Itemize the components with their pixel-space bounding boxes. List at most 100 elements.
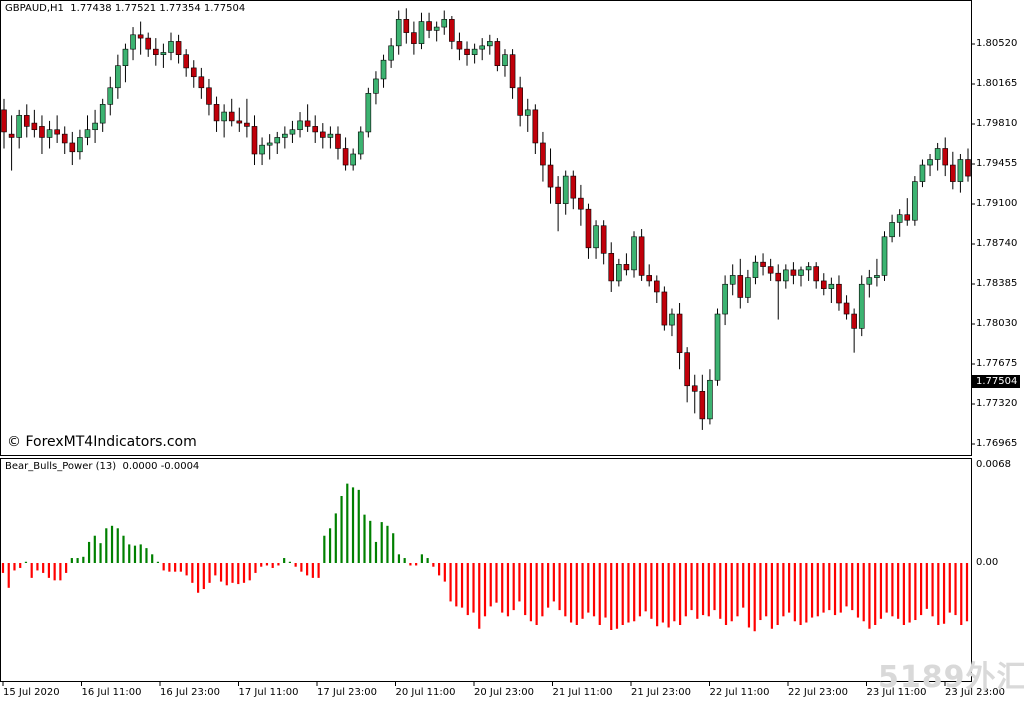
price-axis-label: 1.78740 bbox=[976, 238, 1018, 249]
bull-candle-body bbox=[221, 111, 227, 122]
bull-candle-body bbox=[289, 129, 296, 135]
candle bbox=[228, 98, 235, 127]
price-axis-label: 1.76965 bbox=[976, 438, 1018, 449]
candle bbox=[84, 115, 91, 146]
candle bbox=[737, 258, 744, 309]
candle bbox=[965, 148, 971, 182]
bear-candle-body bbox=[836, 283, 842, 304]
bull-candle-body bbox=[357, 131, 364, 155]
bear-candle-body bbox=[851, 313, 857, 329]
bull-candle-body bbox=[707, 379, 713, 420]
bull-candle-body bbox=[327, 133, 334, 138]
candle bbox=[752, 255, 759, 285]
bear-candle-body bbox=[8, 133, 15, 138]
bull-candle-body bbox=[122, 48, 129, 67]
candle bbox=[327, 126, 334, 149]
candle bbox=[904, 198, 911, 226]
candle bbox=[638, 229, 645, 281]
candle bbox=[957, 154, 964, 193]
candle bbox=[585, 203, 592, 259]
bear-candle-body bbox=[23, 115, 30, 127]
bear-candle-body bbox=[950, 164, 956, 182]
bull-candle-body bbox=[889, 222, 895, 238]
chart-symbol-label: GBPAUD,H1 1.77438 1.77521 1.77354 1.7750… bbox=[5, 3, 246, 14]
candle bbox=[122, 43, 129, 83]
price-axis-label: 1.79810 bbox=[976, 118, 1018, 129]
bull-candle-body bbox=[881, 236, 888, 276]
bear-candle-body bbox=[312, 126, 319, 133]
candle bbox=[464, 41, 470, 66]
bear-candle-body bbox=[540, 142, 546, 166]
candle bbox=[373, 71, 379, 105]
bear-candle-body bbox=[775, 272, 782, 282]
candle bbox=[562, 170, 569, 215]
price-axis-label: 1.79100 bbox=[976, 198, 1018, 209]
indicator-axis-zero: 0.00 bbox=[976, 557, 999, 568]
candle bbox=[828, 277, 835, 303]
bull-candle-body bbox=[669, 313, 675, 326]
time-axis-label: 17 Jul 23:00 bbox=[317, 687, 377, 698]
bull-candle-body bbox=[380, 59, 387, 80]
candle bbox=[236, 107, 243, 132]
bull-candle-body bbox=[418, 21, 425, 44]
candle bbox=[23, 104, 30, 138]
candle bbox=[866, 269, 873, 298]
candle bbox=[661, 286, 668, 331]
bull-candle-body bbox=[722, 283, 728, 315]
bull-candle-body bbox=[524, 109, 531, 116]
bull-candle-body bbox=[934, 148, 941, 160]
bull-candle-body bbox=[805, 266, 812, 271]
candle bbox=[919, 159, 926, 188]
bear-candle-body bbox=[304, 120, 311, 127]
bear-candle-body bbox=[236, 120, 243, 124]
bull-candle-body bbox=[46, 129, 53, 138]
price-pane-border bbox=[0, 0, 972, 456]
candle bbox=[623, 253, 630, 276]
bull-candle-body bbox=[828, 283, 835, 289]
candle bbox=[342, 137, 349, 171]
bull-candle-body bbox=[168, 41, 174, 53]
candle bbox=[190, 60, 197, 88]
bull-candle-body bbox=[433, 26, 440, 31]
candle bbox=[304, 104, 311, 132]
candle bbox=[820, 273, 827, 296]
bear-candle-body bbox=[547, 164, 554, 188]
bull-candle-body bbox=[365, 92, 372, 133]
bull-candle-body bbox=[858, 283, 865, 329]
candle bbox=[760, 253, 766, 276]
candle bbox=[130, 27, 136, 61]
bear-candle-body bbox=[570, 175, 577, 199]
bear-candle-body bbox=[54, 129, 60, 135]
candle bbox=[160, 43, 167, 68]
candle bbox=[707, 369, 713, 425]
bear-candle-body bbox=[198, 76, 205, 89]
candle bbox=[805, 262, 812, 281]
bull-candle-body bbox=[866, 277, 873, 285]
candle bbox=[175, 34, 182, 64]
time-axis-label: 21 Jul 23:00 bbox=[631, 687, 691, 698]
candle bbox=[1, 98, 7, 149]
candle bbox=[486, 34, 493, 55]
axis-ticks bbox=[2, 43, 975, 686]
candle bbox=[547, 148, 554, 204]
candle bbox=[8, 115, 15, 171]
candle bbox=[357, 126, 364, 160]
candle bbox=[365, 87, 372, 138]
candle bbox=[350, 148, 356, 171]
candle bbox=[767, 258, 774, 281]
candle bbox=[137, 21, 144, 55]
bear-candle-body bbox=[661, 291, 668, 326]
bear-candle-body bbox=[942, 148, 949, 166]
candle bbox=[578, 184, 584, 226]
ohlc-values: 1.77438 1.77521 1.77354 1.77504 bbox=[70, 3, 246, 14]
bear-candle-body bbox=[449, 19, 455, 42]
time-axis-label: 16 Jul 11:00 bbox=[81, 687, 142, 698]
time-axis-label: 16 Jul 23:00 bbox=[160, 687, 220, 698]
bull-candle-body bbox=[388, 45, 394, 61]
bull-candle-body bbox=[471, 48, 478, 55]
bear-candle-body bbox=[555, 186, 561, 204]
bear-candle-body bbox=[69, 142, 76, 153]
candle bbox=[115, 54, 121, 99]
candle bbox=[274, 131, 281, 154]
